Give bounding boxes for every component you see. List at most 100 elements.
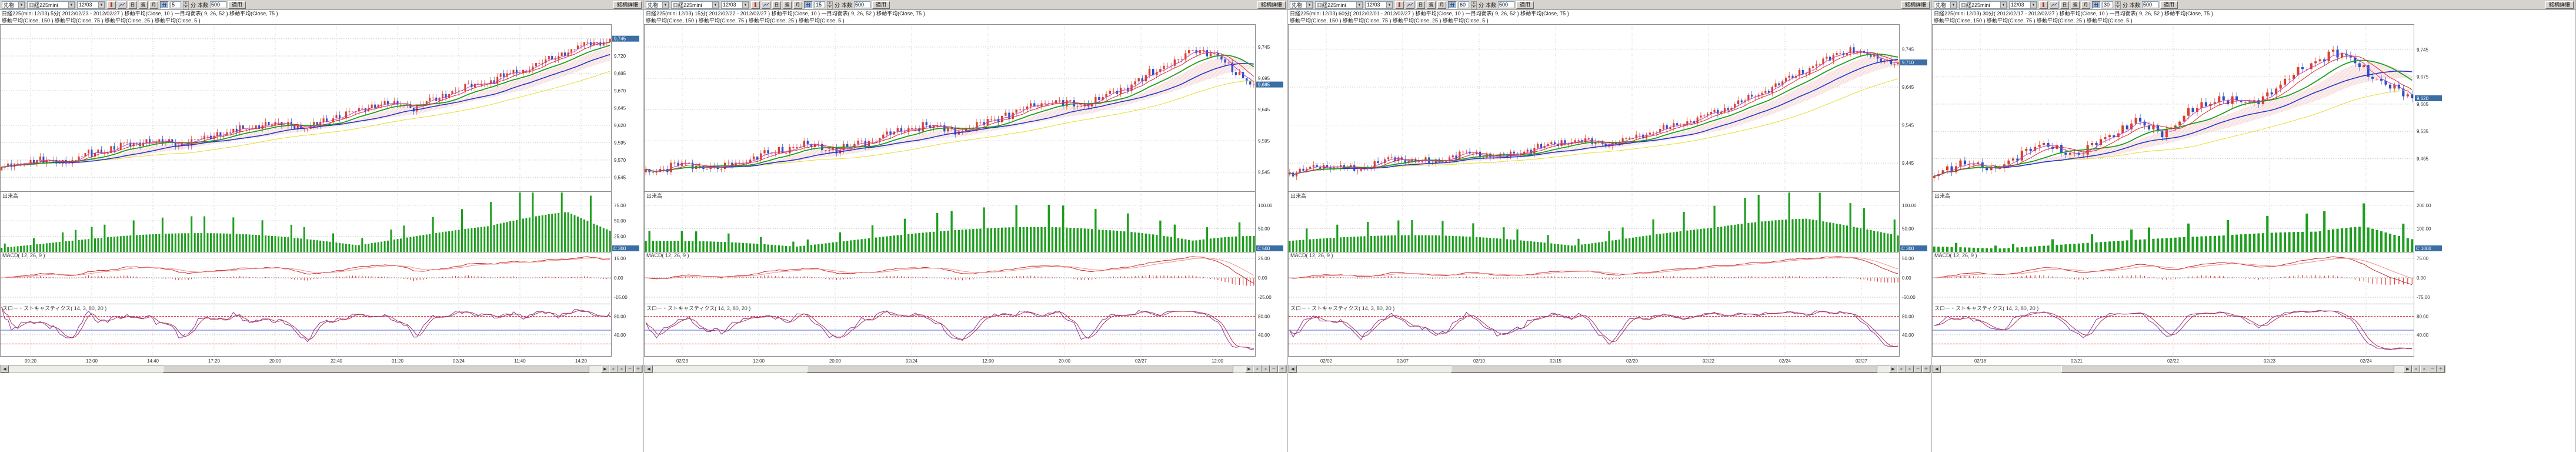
stepper-up-icon[interactable]: ▲ [1471,1,1477,5]
page-first-button[interactable]: « [2412,365,2420,373]
scroll-right-button[interactable]: ▶ [2404,365,2412,373]
page-first-button[interactable]: « [1897,365,1906,373]
candlestick-chart-icon[interactable] [1395,1,1404,9]
period-month-button[interactable]: 月 [2081,1,2090,9]
scrollbar-thumb[interactable] [1450,365,1877,373]
category-select[interactable]: 先物 ▼ [2,1,25,9]
interval-stepper[interactable]: ▲ ▼ [827,1,833,9]
interval-stepper[interactable]: ▲ ▼ [1471,1,1477,9]
interval-stepper[interactable]: ▲ ▼ [183,1,189,9]
stepper-down-icon[interactable]: ▼ [2115,5,2121,9]
scroll-right-button[interactable]: ▶ [1889,365,1897,373]
bars-count-input[interactable] [2142,1,2159,8]
page-last-button[interactable]: » [1262,365,1270,373]
bars-count-input[interactable] [854,1,871,8]
symbol-select[interactable]: 日経225mini ▼ [27,1,75,9]
period-minute-button[interactable]: 分 [804,1,813,9]
scrollbar-thumb[interactable] [2061,365,2395,373]
zoom-out-button[interactable]: － [2428,365,2437,373]
period-month-button[interactable]: 月 [793,1,802,9]
symbol-select[interactable]: 日経225mini ▼ [671,1,719,9]
period-day-button[interactable]: 日 [128,1,137,9]
contract-month-select[interactable]: 12/03 ▼ [721,1,749,9]
contract-month-select[interactable]: 12/03 ▼ [2009,1,2037,9]
symbol-select[interactable]: 日経225mini ▼ [1959,1,2007,9]
scroll-left-button[interactable]: ◀ [1933,365,1941,373]
scroll-left-button[interactable]: ◀ [1,365,9,373]
period-minute-button[interactable]: 分 [160,1,169,9]
apply-button[interactable]: 適用 [872,1,890,9]
scrollbar-track[interactable] [1297,365,1889,373]
period-day-button[interactable]: 日 [1416,1,1425,9]
chart-plot-area[interactable]: 02/23 12:00 20:00 02/24 12:00 20:00 02/27 12:00… [644,24,1287,365]
stepper-up-icon[interactable]: ▲ [827,1,833,5]
symbol-detail-button[interactable]: 銘柄詳細 [1901,1,1930,9]
period-week-button[interactable]: 週 [1427,1,1436,9]
category-select[interactable]: 先物 ▼ [1290,1,1313,9]
interval-input[interactable] [1459,1,1469,8]
period-month-button[interactable]: 月 [1437,1,1446,9]
scroll-right-button[interactable]: ▶ [1245,365,1253,373]
stepper-down-icon[interactable]: ▼ [1471,5,1477,9]
scrollbar-thumb[interactable] [162,365,589,373]
zoom-out-button[interactable]: － [626,365,634,373]
scrollbar-track[interactable] [653,365,1245,373]
zoom-out-button[interactable]: － [1914,365,1922,373]
scrollbar-thumb[interactable] [806,365,1233,373]
scrollbar-track[interactable] [9,365,601,373]
page-last-button[interactable]: » [1906,365,1914,373]
zoom-out-button[interactable]: － [1270,365,1278,373]
interval-stepper[interactable]: ▲ ▼ [2115,1,2121,9]
period-week-button[interactable]: 週 [139,1,148,9]
scroll-left-button[interactable]: ◀ [1289,365,1297,373]
line-chart-icon[interactable] [2050,1,2058,9]
apply-button[interactable]: 適用 [228,1,246,9]
page-last-button[interactable]: » [618,365,626,373]
zoom-in-button[interactable]: ＋ [1922,365,1930,373]
stepper-down-icon[interactable]: ▼ [183,5,189,9]
apply-button[interactable]: 適用 [2160,1,2178,9]
chart-plot-area[interactable]: 02/18 02/21 02/22 02/23 02/24 9,745 9,675 9,605… [1932,24,2445,365]
period-day-button[interactable]: 日 [772,1,781,9]
zoom-in-button[interactable]: ＋ [2437,365,2445,373]
symbol-select[interactable]: 日経225mini ▼ [1315,1,1363,9]
period-minute-button[interactable]: 分 [2092,1,2101,9]
category-select[interactable]: 先物 ▼ [1934,1,1957,9]
chart-plot-area[interactable]: 02/02 02/07 02/10 02/15 02/20 02/22 02/24 02/27… [1288,24,1931,365]
line-chart-icon[interactable] [762,1,770,9]
zoom-in-button[interactable]: ＋ [634,365,642,373]
line-chart-icon[interactable] [118,1,126,9]
period-minute-button[interactable]: 分 [1448,1,1457,9]
period-month-button[interactable]: 月 [149,1,158,9]
bars-count-input[interactable] [210,1,227,8]
stepper-up-icon[interactable]: ▲ [183,1,189,5]
interval-input[interactable] [2103,1,2113,8]
stepper-up-icon[interactable]: ▲ [2115,1,2121,5]
symbol-detail-button[interactable]: 銘柄詳細 [613,1,642,9]
chart-plot-area[interactable]: 09:20 12:00 14:40 17:20 20:00 22:40 01:20 02/24… [0,24,643,365]
interval-input[interactable] [171,1,181,8]
period-week-button[interactable]: 週 [2071,1,2080,9]
scroll-left-button[interactable]: ◀ [645,365,653,373]
page-last-button[interactable]: » [2420,365,2428,373]
contract-month-select[interactable]: 12/03 ▼ [1365,1,1393,9]
page-first-button[interactable]: « [1253,365,1262,373]
bars-count-input[interactable] [1498,1,1515,8]
candlestick-chart-icon[interactable] [751,1,760,9]
page-first-button[interactable]: « [609,365,618,373]
category-select[interactable]: 先物 ▼ [646,1,669,9]
stepper-down-icon[interactable]: ▼ [827,5,833,9]
scrollbar-track[interactable] [1941,365,2404,373]
contract-month-select[interactable]: 12/03 ▼ [77,1,105,9]
scroll-right-button[interactable]: ▶ [601,365,609,373]
period-week-button[interactable]: 週 [783,1,792,9]
period-day-button[interactable]: 日 [2060,1,2069,9]
symbol-detail-button[interactable]: 銘柄詳細 [2545,1,2574,9]
candlestick-chart-icon[interactable] [2039,1,2048,9]
apply-button[interactable]: 適用 [1516,1,1534,9]
interval-input[interactable] [815,1,825,8]
zoom-in-button[interactable]: ＋ [1278,365,1286,373]
candlestick-chart-icon[interactable] [107,1,116,9]
symbol-detail-button[interactable]: 銘柄詳細 [1257,1,1286,9]
line-chart-icon[interactable] [1406,1,1414,9]
